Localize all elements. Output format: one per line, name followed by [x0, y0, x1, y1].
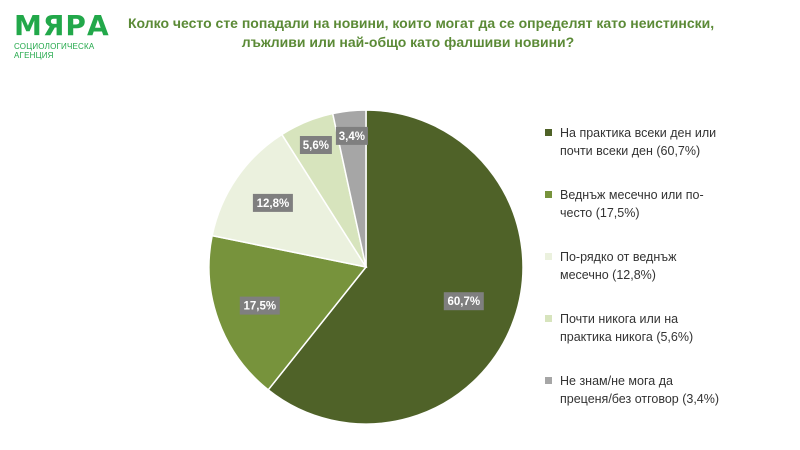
legend-label-3: По-рядко от веднъж месечно (12,8%)	[560, 248, 676, 284]
legend-swatch-1	[545, 129, 552, 136]
data-label-5: 3,4%	[335, 126, 368, 145]
legend-item-5: Не знам/не мога да преценя/без отговор (3…	[545, 372, 775, 408]
data-label-box-4	[299, 136, 332, 154]
legend-label-4-line-1: Почти никога или на	[560, 312, 679, 326]
data-label-1: 60,7%	[443, 292, 484, 311]
data-label-box-2	[239, 296, 280, 315]
legend-swatch-4	[545, 315, 552, 322]
legend-label-3-line-2: месечно (12,8%)	[560, 268, 656, 282]
data-label-2: 17,5%	[239, 296, 280, 315]
legend-label-1-line-1: На практика всеки ден или	[560, 126, 717, 140]
legend-label-1: На практика всеки ден или почти всеки ден…	[560, 124, 716, 160]
legend-item-1: На практика всеки ден или почти всеки ден…	[545, 124, 775, 160]
legend-label-2: Веднъж месечно или по-често (17,5%)	[560, 186, 704, 222]
legend-label-4: Почти никога или на практика никога (5,6%…	[560, 310, 693, 346]
logo-subtitle: СОЦИОЛОГИЧЕСКА АГЕНЦИЯ	[14, 42, 95, 60]
chart-title-line-2: лъжливи или най-общо като фалшиви новини…	[241, 34, 575, 50]
data-label-text-5: 3,4%	[339, 131, 365, 143]
logo-name: МЯРА	[14, 9, 110, 42]
data-label-3: 12,8%	[252, 193, 293, 212]
legend-item-4: Почти никога или на практика никога (5,6%…	[545, 310, 775, 346]
legend-item-3: По-рядко от веднъж месечно (12,8%)	[545, 248, 775, 284]
legend-label-1-line-2: почти всеки ден (60,7%)	[560, 144, 701, 158]
legend-label-5-line-2: преценя/без отговор (3,4%)	[560, 392, 720, 406]
legend-item-2: Веднъж месечно или по-често (17,5%)	[545, 186, 775, 222]
data-label-box-1	[443, 292, 484, 311]
chart-title: Колко често сте попадали на новини, коит…	[128, 14, 715, 52]
data-label-text-2: 17,5%	[243, 301, 276, 313]
legend-swatch-3	[545, 253, 552, 260]
data-label-text-1: 60,7%	[447, 296, 480, 308]
data-label-text-3: 12,8%	[257, 198, 290, 210]
data-label-4: 5,6%	[299, 136, 332, 154]
pie-slice-1	[267, 109, 524, 425]
data-label-box-3	[252, 193, 293, 212]
legend-label-5: Не знам/не мога да преценя/без отговор (3…	[560, 372, 719, 408]
legend-label-2-line-1: Веднъж месечно или по-	[560, 188, 704, 202]
pie-slice-5	[331, 109, 367, 268]
chart-title-line-1: Колко често сте попадали на новини, коит…	[128, 15, 715, 31]
logo: МЯРА СОЦИОЛОГИЧЕСКА АГЕНЦИЯ	[14, 9, 124, 61]
legend-swatch-5	[545, 377, 552, 384]
data-label-text-4: 5,6%	[303, 140, 329, 152]
pie-slice-2	[208, 234, 368, 391]
legend-label-4-line-2: практика никога (5,6%)	[560, 330, 694, 344]
legend-label-5-line-1: Не знам/не мога да	[560, 374, 673, 388]
legend-label-2-line-2: често (17,5%)	[560, 206, 640, 220]
legend-label-3-line-1: По-рядко от веднъж	[560, 250, 677, 264]
data-label-box-5	[335, 126, 368, 145]
legend-swatch-2	[545, 191, 552, 198]
